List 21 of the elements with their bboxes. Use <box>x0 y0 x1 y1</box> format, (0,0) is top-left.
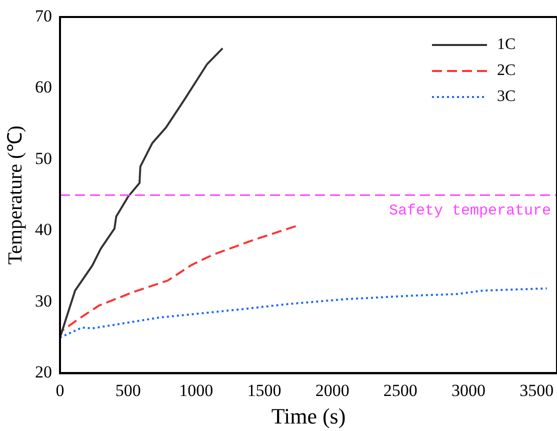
x-tick-label: 3500 <box>520 380 554 400</box>
x-axis-title: Time (s) <box>271 404 346 429</box>
y-tick-label: 60 <box>35 78 52 97</box>
y-tick-label: 20 <box>35 362 52 382</box>
x-tick-label: 3000 <box>451 380 486 400</box>
y-axis-title: Temperature (℃) <box>4 126 26 265</box>
legend-label: 2C <box>497 62 516 80</box>
y-tick-label: 30 <box>35 291 52 310</box>
y-tick-label: 40 <box>35 220 52 240</box>
ref-line-label: Safety temperature <box>388 202 551 220</box>
y-tick-label: 50 <box>35 148 52 168</box>
x-tick-label: 2000 <box>315 380 350 400</box>
line-series <box>60 287 548 339</box>
x-tick-label: 1500 <box>247 380 282 400</box>
x-tick-label: 2500 <box>383 380 418 400</box>
x-tick-label: 1000 <box>179 380 214 400</box>
legend-label: 3C <box>497 88 516 106</box>
legend-label: 1C <box>497 36 516 54</box>
x-tick-label: 0 <box>56 380 64 400</box>
y-tick-label: 70 <box>35 6 52 26</box>
x-tick-label: 500 <box>115 380 141 400</box>
